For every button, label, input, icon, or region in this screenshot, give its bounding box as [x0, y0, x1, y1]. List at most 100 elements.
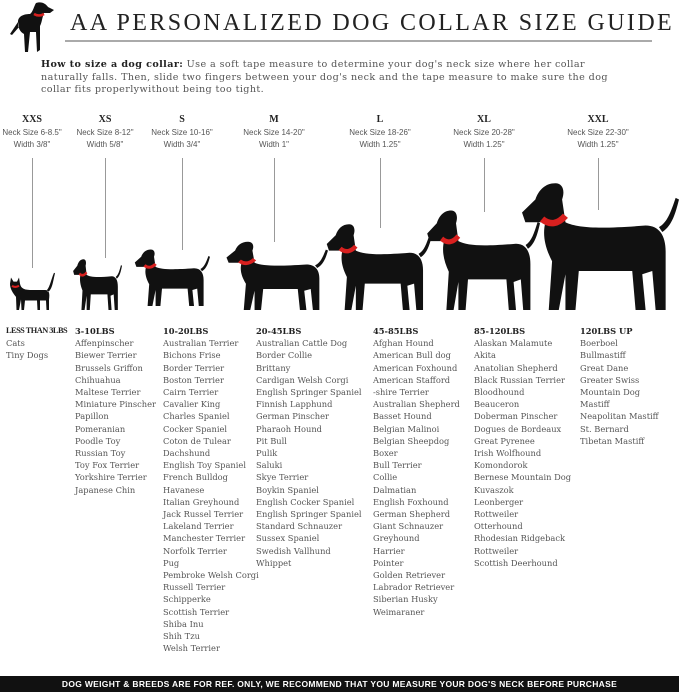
breed-item: Schipperke	[163, 594, 211, 605]
size-code: L	[376, 114, 384, 125]
collar-icon	[338, 244, 358, 254]
breed-item: English Springer Spaniel	[256, 509, 362, 520]
breed-item: Bernese Mountain Dog	[474, 472, 572, 483]
breed-item: Saluki	[256, 460, 283, 471]
breed-item: Komondorok	[474, 460, 528, 471]
breed-item: Dalmatian	[373, 484, 417, 495]
size-code: XXS	[21, 114, 42, 125]
breed-item: Akita	[474, 350, 496, 361]
breed-item: Rottweiler	[474, 545, 519, 556]
breed-item: Cats	[6, 338, 25, 349]
breed-item: Bichons Frise	[163, 350, 221, 361]
size-label-xl: XL Neck Size 20-28" Width 1.25"	[434, 114, 534, 152]
howto-text: Use a soft tape measure to determine you…	[41, 59, 608, 95]
breed-item: Giant Schnauzer	[373, 521, 444, 532]
breed-item: Finnish Lapphund	[256, 399, 333, 410]
size-label-s: S Neck Size 10-16" Width 3/4"	[132, 114, 232, 152]
breed-column: 85-120LBS Alaskan Malamute Akita Anatolian …	[474, 325, 571, 569]
dog-body	[10, 272, 55, 310]
breed-item: American Stafford	[373, 374, 451, 385]
page-title: AA PERSONALIZED DOG COLLAR SIZE GUIDE	[70, 10, 675, 36]
pointer-line	[32, 158, 33, 268]
m-dog-silhouette-icon	[226, 241, 328, 310]
breed-item: Skye Terrier	[256, 472, 309, 483]
breed-item: Boston Terrier	[163, 374, 224, 385]
breed-item: Pit Bull	[256, 435, 287, 446]
breed-item: Welsh Terrier	[163, 643, 220, 654]
breed-item: Pulik	[256, 448, 278, 459]
breed-item: Bull Terrier	[373, 460, 422, 471]
breed-column: 45-85LBS Afghan Hound American Bull dog Ame…	[373, 325, 460, 618]
collar-width: Width 1.25"	[577, 140, 619, 149]
breed-item: Mountain Dog	[580, 387, 641, 398]
howto-label: How to size a dog collar:	[41, 59, 184, 70]
breed-item: Affenpinscher	[75, 338, 134, 349]
pointer-line	[274, 158, 275, 242]
l-dog-silhouette-icon	[326, 224, 432, 310]
breed-item: Miniature Pinscher	[75, 399, 156, 410]
breed-item: German Pinscher	[256, 411, 330, 422]
breed-item: Boerboel	[580, 338, 618, 349]
breed-item: Beauceron	[474, 399, 520, 410]
breed-item: Greyhound	[373, 533, 420, 544]
size-label-m: M Neck Size 14-20" Width 1"	[224, 114, 324, 152]
weight-heading: 120LBS UP	[580, 326, 633, 336]
neck-size: Neck Size 14-20"	[243, 127, 305, 137]
breed-column: 10-20LBS Australian Terrier Bichons Frise B…	[163, 325, 259, 654]
breed-item: Great Dane	[580, 362, 629, 373]
breed-item: Dogues de Bordeaux	[474, 423, 562, 434]
breed-item: Collie	[373, 472, 398, 483]
xxl-dog-silhouette-icon	[522, 183, 679, 310]
breed-item: Basset Hound	[373, 411, 432, 422]
breed-item: Havanese	[163, 484, 205, 495]
breed-item: Border Terrier	[163, 362, 225, 373]
dog-silhouettes	[10, 183, 679, 310]
dog-body	[73, 259, 122, 310]
breed-item: Scottish Terrier	[163, 606, 230, 617]
xl-dog-silhouette-icon	[427, 210, 540, 310]
breed-item: Boykin Spaniel	[256, 484, 319, 495]
breed-item: Jack Russel Terrier	[163, 509, 244, 520]
breed-item: Papillon	[75, 411, 109, 422]
pointer-line	[380, 158, 381, 228]
breed-item: Brussels Griffon	[75, 362, 143, 373]
dog-body	[226, 241, 328, 310]
size-code: S	[179, 114, 185, 125]
collar-icon	[440, 234, 461, 245]
breed-item: Japanese Chin	[75, 484, 136, 495]
breed-item: Pointer	[373, 557, 404, 568]
breed-item: Russian Toy	[75, 448, 126, 459]
breed-item: -shire Terrier	[373, 387, 429, 398]
breed-item: Pomeranian	[75, 423, 126, 434]
breed-column: 3-10LBS Affenpinscher Biewer Terrier Brusse…	[75, 325, 156, 496]
breed-item: American Foxhound	[373, 362, 458, 373]
size-code: XL	[477, 114, 491, 125]
breed-item: English Springer Spaniel	[256, 387, 362, 398]
breed-item: Doberman Pinscher	[474, 411, 558, 422]
neck-size: Neck Size 22-30"	[567, 127, 629, 137]
dog-body	[134, 249, 210, 306]
pointer-line	[484, 158, 485, 212]
breed-item: Toy Fox Terrier	[75, 460, 140, 471]
size-label-l: L Neck Size 18-26" Width 1.25"	[330, 114, 430, 152]
weight-heading: LESS THAN 3LBS	[6, 326, 68, 335]
breed-item: Chihuahua	[75, 374, 121, 385]
breed-item: Pharaoh Hound	[256, 423, 322, 434]
neck-size: Neck Size 6-8.5"	[2, 127, 62, 137]
pointer-line	[598, 158, 599, 210]
breed-item: Charles Spaniel	[163, 411, 230, 422]
weight-heading: 85-120LBS	[474, 326, 526, 336]
breed-item: Great Pyrenee	[474, 435, 535, 446]
pointer-line	[105, 158, 106, 258]
size-code: XS	[98, 114, 112, 125]
breed-item: Siberian Husky	[373, 594, 438, 605]
title-divider	[65, 40, 652, 42]
breed-item: Belgian Malinoi	[373, 423, 440, 434]
breed-item: Pembroke Welsh Corgi	[163, 570, 259, 581]
collar-width: Width 1.25"	[463, 140, 505, 149]
breed-item: Belgian Sheepdog	[373, 435, 450, 446]
breed-item: Australian Cattle Dog	[256, 338, 348, 349]
breed-item: Weimaraner	[373, 606, 425, 617]
breed-item: Rhodesian Ridgeback	[474, 533, 566, 544]
breed-item: Standard Schnauzer	[256, 521, 343, 532]
